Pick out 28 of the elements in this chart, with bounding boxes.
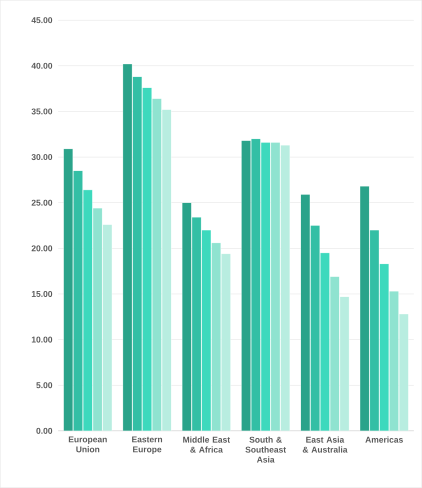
bar [182,202,192,431]
bar [211,242,221,431]
bar [270,142,280,431]
bar [330,276,340,431]
x-tick-label: European Union [68,436,107,452]
y-tick-label: 10.00 [32,336,52,343]
bar [360,186,370,431]
y-tick-label: 15.00 [32,290,52,297]
y-tick-label: 30.00 [32,154,52,160]
bar [300,194,310,431]
bar [122,64,132,431]
bar [63,148,73,431]
y-tick-label: 5.00 [36,382,52,388]
y-tick-label: 25.00 [32,200,52,206]
x-tick-label: East Asia & Australia [302,436,348,453]
bar [152,98,162,431]
x-tick-label: Eastern Europe [132,436,162,454]
x-tick-label: Americas [365,436,403,443]
bar [389,291,399,431]
bar [241,140,251,431]
bar [92,208,102,431]
y-tick-label: 20.00 [32,245,52,252]
x-tick-label: Middle East & Africa [183,436,230,453]
x-tick-label: South & Southeast Asia [245,436,286,463]
y-tick-label: 35.00 [32,108,52,114]
y-tick-label: 45.00 [31,17,52,24]
y-tick-label: 0.00 [36,428,52,434]
y-tick-label: 40.00 [31,62,52,69]
